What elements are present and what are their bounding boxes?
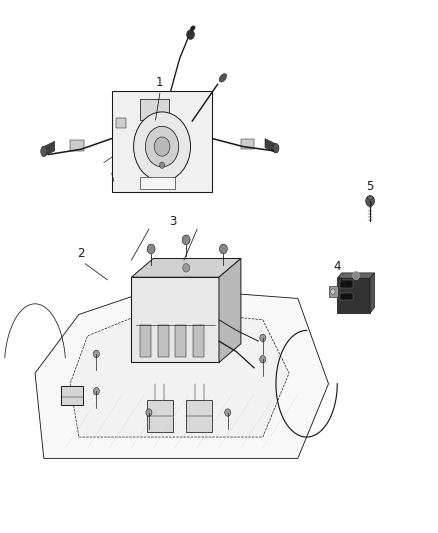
Text: 4: 4 — [333, 260, 341, 273]
FancyBboxPatch shape — [337, 278, 370, 313]
Ellipse shape — [273, 143, 279, 153]
FancyBboxPatch shape — [340, 293, 353, 300]
FancyBboxPatch shape — [340, 280, 353, 288]
Ellipse shape — [41, 146, 47, 157]
FancyBboxPatch shape — [70, 140, 84, 151]
Circle shape — [182, 235, 190, 245]
Polygon shape — [70, 309, 289, 437]
Circle shape — [93, 387, 99, 395]
Circle shape — [366, 196, 374, 206]
Circle shape — [219, 244, 227, 254]
Polygon shape — [44, 141, 55, 156]
Polygon shape — [265, 139, 276, 153]
FancyBboxPatch shape — [328, 286, 338, 297]
Text: 5: 5 — [367, 180, 374, 193]
Polygon shape — [337, 273, 374, 278]
FancyBboxPatch shape — [241, 139, 254, 149]
FancyBboxPatch shape — [140, 99, 169, 120]
Text: 1: 1 — [156, 76, 164, 89]
Circle shape — [260, 356, 266, 363]
Polygon shape — [131, 259, 241, 277]
Ellipse shape — [367, 197, 373, 199]
Ellipse shape — [219, 74, 226, 82]
Circle shape — [134, 112, 191, 181]
Circle shape — [331, 289, 335, 294]
FancyBboxPatch shape — [61, 386, 83, 405]
FancyBboxPatch shape — [193, 325, 204, 357]
FancyBboxPatch shape — [147, 400, 173, 432]
Polygon shape — [370, 273, 374, 313]
FancyBboxPatch shape — [186, 400, 212, 432]
Polygon shape — [131, 277, 219, 362]
Circle shape — [159, 162, 165, 168]
Text: 2: 2 — [77, 247, 85, 260]
Circle shape — [93, 350, 99, 358]
Circle shape — [183, 263, 190, 272]
Polygon shape — [35, 288, 329, 458]
Ellipse shape — [190, 26, 195, 31]
FancyBboxPatch shape — [140, 177, 175, 189]
Circle shape — [353, 271, 360, 280]
Circle shape — [187, 30, 194, 39]
Polygon shape — [219, 259, 241, 362]
Circle shape — [154, 137, 170, 156]
Circle shape — [225, 409, 231, 416]
FancyBboxPatch shape — [112, 91, 212, 192]
FancyBboxPatch shape — [140, 325, 151, 357]
Text: 3: 3 — [170, 215, 177, 228]
Circle shape — [145, 126, 179, 167]
FancyBboxPatch shape — [116, 118, 126, 128]
Circle shape — [147, 244, 155, 254]
FancyBboxPatch shape — [158, 325, 169, 357]
FancyBboxPatch shape — [175, 325, 186, 357]
Circle shape — [260, 334, 266, 342]
Circle shape — [146, 409, 152, 416]
